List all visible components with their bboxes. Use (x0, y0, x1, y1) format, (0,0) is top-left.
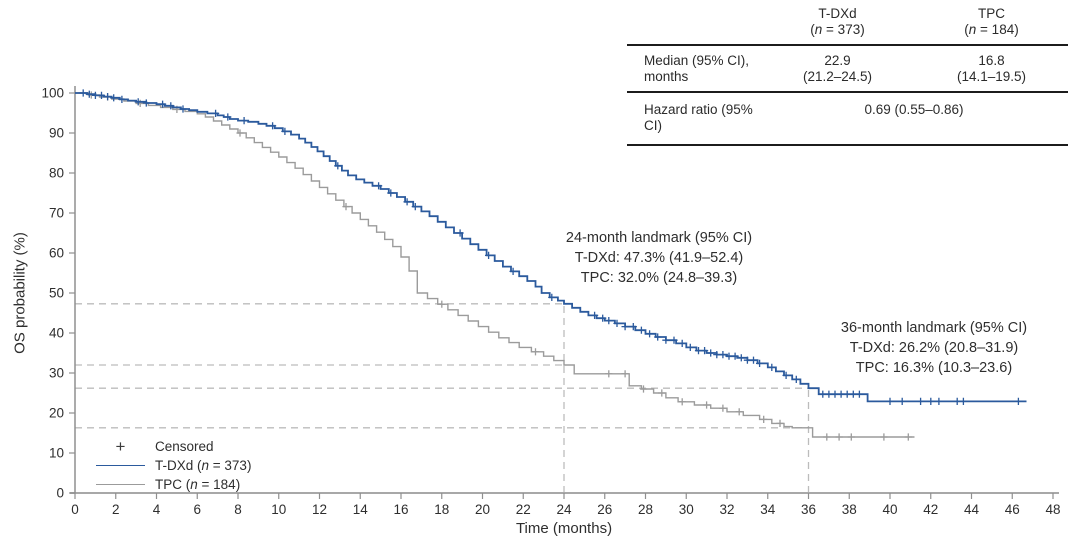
legend-tpc-label: TPC (n = 184) (155, 477, 241, 492)
svg-text:60: 60 (49, 246, 64, 261)
svg-text:22: 22 (516, 502, 531, 517)
svg-text:16: 16 (393, 502, 408, 517)
legend-item-censored: + Censored (96, 437, 251, 456)
legend-censored-label: Censored (155, 439, 214, 454)
svg-text:20: 20 (49, 406, 64, 421)
median-row-label: Median (95% CI), months (644, 53, 750, 84)
svg-text:46: 46 (1005, 502, 1020, 517)
table-corner-cell (627, 2, 760, 44)
svg-text:10: 10 (271, 502, 286, 517)
landmark-36-annotation: 36-month landmark (95% CI) T-DXd: 26.2% … (841, 318, 1027, 378)
svg-text:2: 2 (112, 502, 120, 517)
legend: + Censored T-DXd (n = 373) TPC (n = 184) (96, 437, 251, 494)
svg-text:44: 44 (964, 502, 980, 517)
svg-text:30: 30 (49, 366, 64, 381)
summary-table: T-DXd (n = 373) TPC (n = 184) Median (95… (627, 2, 1068, 146)
svg-text:26: 26 (597, 502, 612, 517)
median-tpc-cell: 16.8 (14.1–19.5) (915, 46, 1068, 91)
table-col-header-tdxd: T-DXd (n = 373) (760, 2, 915, 44)
hazard-ratio-value: 0.69 (0.55–0.86) (864, 102, 964, 117)
landmark-36-tdxd: T-DXd: 26.2% (20.8–31.9) (849, 340, 1019, 356)
tdxd-survival-curve (75, 92, 1027, 403)
landmark-24-tpc: TPC: 32.0% (24.8–39.3) (580, 270, 738, 286)
landmark-36-tpc: TPC: 16.3% (10.3–23.6) (855, 360, 1013, 376)
landmark-24-tdxd: T-DXd: 47.3% (41.9–52.4) (574, 250, 744, 266)
landmark-24-annotation: 24-month landmark (95% CI) T-DXd: 47.3% … (566, 228, 752, 288)
svg-text:100: 100 (41, 86, 64, 101)
svg-text:8: 8 (234, 502, 242, 517)
svg-text:28: 28 (638, 502, 653, 517)
tdxd-line-icon (96, 465, 145, 466)
y-axis-title-text: OS probability (%) (11, 232, 29, 354)
svg-text:20: 20 (475, 502, 490, 517)
median-tdxd-value: 22.9 (824, 53, 851, 68)
svg-text:6: 6 (193, 502, 201, 517)
tpc-header-n: (n = 184) (964, 22, 1019, 37)
y-axis-ticks: 0 10 20 30 40 50 60 70 80 90 100 (41, 86, 75, 501)
tdxd-censor-marks (79, 89, 1022, 405)
svg-text:48: 48 (1045, 502, 1060, 517)
median-tpc-ci: (14.1–19.5) (956, 69, 1027, 84)
landmark-36-title: 36-month landmark (95% CI) (840, 320, 1028, 336)
svg-text:34: 34 (760, 502, 776, 517)
median-tpc-value: 16.8 (978, 53, 1005, 68)
hazard-ratio-label: Hazard ratio (95% CI) (644, 102, 753, 133)
reference-lines (75, 303, 810, 493)
svg-text:10: 10 (49, 446, 64, 461)
landmark-24-title: 24-month landmark (95% CI) (565, 230, 753, 246)
x-axis-ticks: 0 2 4 6 8 10 12 14 16 18 20 22 24 26 28 30 32 34 36 38 40 42 4… (71, 493, 1061, 517)
svg-text:30: 30 (679, 502, 694, 517)
svg-text:40: 40 (882, 502, 897, 517)
svg-text:0: 0 (71, 502, 79, 517)
tpc-header-name: TPC (978, 6, 1005, 21)
x-axis-title: Time (months) (515, 520, 613, 537)
svg-text:18: 18 (434, 502, 449, 517)
tdxd-header-n: (n = 373) (810, 22, 865, 37)
svg-text:42: 42 (923, 502, 938, 517)
svg-text:80: 80 (49, 166, 64, 181)
svg-text:40: 40 (49, 326, 64, 341)
legend-item-tdxd: T-DXd (n = 373) (96, 456, 251, 475)
svg-text:38: 38 (842, 502, 857, 517)
censored-plus-icon: + (115, 437, 126, 456)
svg-text:24: 24 (556, 502, 572, 517)
svg-text:0: 0 (56, 486, 64, 501)
svg-text:4: 4 (153, 502, 161, 517)
svg-text:50: 50 (49, 286, 64, 301)
table-rule-top (627, 44, 1068, 46)
table-rule-middle (627, 91, 1068, 93)
svg-text:32: 32 (719, 502, 734, 517)
median-tdxd-ci: (21.2–24.5) (802, 69, 873, 84)
table-col-header-tpc: TPC (n = 184) (915, 2, 1068, 44)
tpc-line-icon (96, 484, 145, 485)
table-rule-bottom (627, 144, 1068, 146)
svg-text:12: 12 (312, 502, 327, 517)
svg-text:90: 90 (49, 126, 64, 141)
svg-text:14: 14 (353, 502, 369, 517)
svg-text:70: 70 (49, 206, 64, 221)
legend-item-tpc: TPC (n = 184) (96, 475, 251, 494)
legend-tdxd-label: T-DXd (n = 373) (155, 458, 252, 473)
median-tdxd-cell: 22.9 (21.2–24.5) (760, 46, 915, 91)
svg-text:36: 36 (801, 502, 816, 517)
tdxd-header-name: T-DXd (818, 6, 857, 21)
